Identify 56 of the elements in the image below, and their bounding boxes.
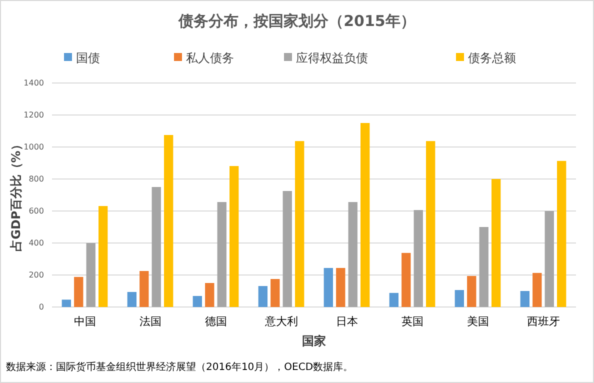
- y-tick-label: 0: [38, 302, 44, 312]
- y-tick-label: 800: [28, 174, 44, 184]
- bar: [557, 160, 566, 307]
- bar: [230, 166, 239, 307]
- legend-label: 私人债务: [186, 51, 234, 65]
- bar: [74, 276, 84, 307]
- source-note: 数据来源：国际货币基金组织世界经济展望（2016年10月），OECD数据库。: [6, 361, 354, 373]
- y-tick-label: 1400: [24, 78, 44, 88]
- x-tick-label: 日本: [336, 314, 358, 328]
- bar: [402, 252, 411, 307]
- x-tick-label: 英国: [401, 314, 424, 328]
- bar: [426, 141, 436, 307]
- bar: [98, 206, 108, 307]
- y-tick-label: 1000: [24, 142, 44, 152]
- bar: [414, 210, 423, 307]
- bar: [532, 272, 542, 307]
- bar: [258, 286, 268, 307]
- legend-label: 债务总额: [468, 51, 516, 65]
- bar: [324, 268, 333, 307]
- bar: [270, 279, 280, 307]
- x-tick-label: 意大利: [264, 314, 298, 328]
- bar: [467, 276, 476, 307]
- bar: [348, 202, 358, 307]
- x-tick-label: 中国: [74, 314, 96, 328]
- bar: [479, 227, 488, 307]
- x-tick-label: 德国: [204, 314, 227, 328]
- bar: [205, 283, 214, 307]
- bar: [454, 290, 464, 307]
- bar: [192, 296, 202, 307]
- bar: [389, 292, 398, 307]
- x-tick-label: 法国: [139, 314, 162, 328]
- bar: [544, 211, 554, 307]
- y-tick-label: 400: [28, 238, 44, 248]
- y-tick-label: 600: [28, 206, 44, 216]
- x-tick-label: 西班牙: [526, 314, 560, 328]
- bar: [86, 243, 96, 307]
- chart-title: 债务分布，按国家划分（2015年）: [178, 12, 416, 30]
- y-tick-label: 1200: [24, 110, 44, 120]
- bar: [336, 268, 346, 307]
- x-tick-label: 美国: [466, 314, 489, 328]
- bar: [152, 187, 161, 307]
- bar: [282, 191, 292, 307]
- y-axis-title: 占GDP百分比（%）: [9, 138, 23, 252]
- bar: [164, 135, 174, 307]
- bar: [492, 179, 501, 307]
- bar: [360, 123, 370, 307]
- legend-label: 国债: [76, 51, 100, 65]
- bar: [217, 202, 226, 307]
- bar: [62, 300, 71, 307]
- bar: [520, 291, 530, 307]
- bar: [127, 292, 136, 307]
- bar: [140, 271, 149, 307]
- legend-label: 应得权益负债: [296, 51, 368, 65]
- bar: [295, 141, 304, 307]
- y-tick-label: 200: [28, 270, 44, 280]
- x-axis-title: 国家: [302, 334, 326, 348]
